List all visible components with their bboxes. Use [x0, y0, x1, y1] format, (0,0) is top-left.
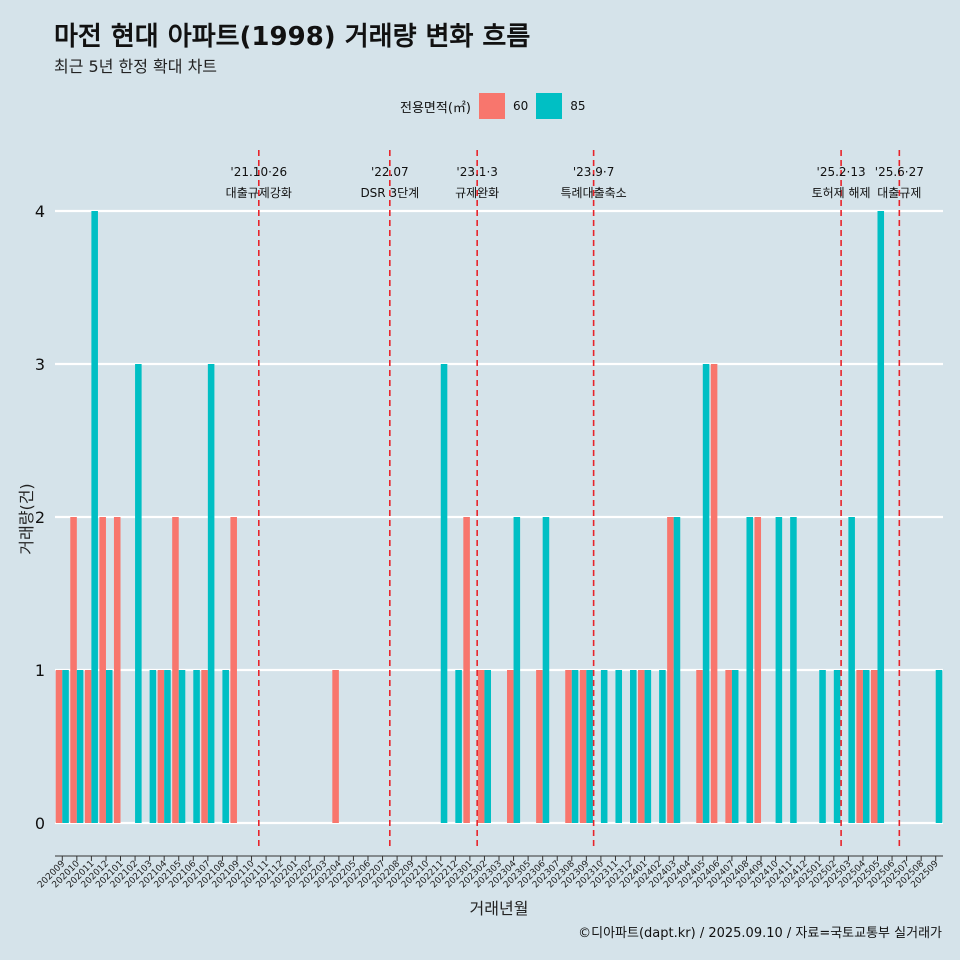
- bar-85: [91, 211, 98, 823]
- event-label: 토허제 해제: [812, 186, 871, 200]
- legend: 전용면적(㎡) 60 85: [400, 93, 594, 119]
- bar-85: [644, 670, 652, 823]
- bar-85: [877, 211, 885, 823]
- y-tick-label: 1: [35, 661, 45, 680]
- bar-60: [99, 517, 106, 823]
- y-axis-title: 거래량(건): [17, 483, 36, 554]
- event-date: '23.9·7: [573, 165, 614, 179]
- legend-label-85: 85: [570, 99, 586, 113]
- bar-85: [62, 670, 69, 823]
- bar-85: [746, 517, 754, 823]
- bar-60: [113, 517, 121, 823]
- event-label: 특례대출축소: [560, 186, 626, 200]
- bar-85: [484, 670, 491, 823]
- bar-85: [571, 670, 579, 823]
- y-tick-label: 4: [35, 202, 45, 221]
- bar-85: [76, 670, 84, 823]
- bar-60: [710, 364, 718, 823]
- chart-title: 마전 현대 아파트(1998) 거래량 변화 흐름: [54, 22, 531, 52]
- bar-85: [790, 517, 797, 823]
- y-tick-label: 3: [35, 355, 45, 374]
- bar-85: [702, 364, 710, 823]
- event-date: '25.6·27: [875, 165, 924, 179]
- bar-60: [157, 670, 165, 823]
- bar-60: [230, 517, 237, 823]
- event-label: DSR 3단계: [360, 186, 419, 200]
- bar-85: [586, 670, 593, 823]
- bar-60: [172, 517, 179, 823]
- bar-85: [848, 517, 855, 823]
- bar-85: [630, 670, 637, 823]
- bar-60: [55, 670, 63, 823]
- bar-85: [615, 670, 623, 823]
- bar-60: [201, 670, 208, 823]
- bar-60: [536, 670, 543, 823]
- x-axis-title: 거래년월: [470, 899, 529, 918]
- event-date: '25.2·13: [817, 165, 866, 179]
- bar-85: [775, 517, 783, 823]
- bar-60: [638, 670, 645, 823]
- legend-swatch-60: [478, 93, 505, 119]
- event-label: 대출규제: [877, 186, 921, 200]
- bar-85: [731, 670, 739, 823]
- bar-85: [862, 670, 870, 823]
- bar-85: [659, 670, 666, 823]
- event-date: '21.10·26: [230, 165, 287, 179]
- bar-60: [870, 670, 878, 823]
- bar-85: [222, 670, 229, 823]
- bar-85: [164, 670, 171, 823]
- bar-85: [542, 517, 550, 823]
- bar-60: [725, 670, 732, 823]
- bar-85: [207, 364, 215, 823]
- bar-60: [565, 670, 572, 823]
- event-label: 규제완화: [455, 186, 499, 200]
- legend-swatch-85: [536, 93, 563, 119]
- bar-60: [84, 670, 92, 823]
- bar-85: [193, 670, 200, 823]
- bar-85: [135, 364, 142, 823]
- bar-60: [463, 517, 470, 823]
- event-date: '22.07: [371, 165, 409, 179]
- bar-85: [149, 670, 157, 823]
- bar-60: [70, 517, 77, 823]
- bar-85: [178, 670, 186, 823]
- chart-subtitle: 최근 5년 한정 확대 차트: [54, 57, 218, 76]
- bar-85: [819, 670, 826, 823]
- y-tick-label: 0: [35, 814, 45, 833]
- bar-60: [667, 517, 674, 823]
- legend-title: 전용면적(㎡): [400, 100, 471, 116]
- bar-60: [856, 670, 863, 823]
- event-date: '23.1·3: [456, 165, 497, 179]
- bar-85: [833, 670, 841, 823]
- bar-60: [696, 670, 703, 823]
- y-tick-label: 2: [35, 508, 45, 527]
- bar-85: [105, 670, 113, 823]
- event-label: 대출규제강화: [226, 186, 292, 200]
- caption: ©디아파트(dapt.kr) / 2025.09.10 / 자료=국토교통부 실…: [578, 926, 942, 941]
- legend-label-60: 60: [512, 99, 529, 113]
- bar-85: [455, 670, 462, 823]
- bar-85: [513, 517, 521, 823]
- bar-60: [754, 517, 762, 823]
- bar-85: [440, 364, 448, 823]
- bar-60: [507, 670, 514, 823]
- bar-60: [332, 670, 339, 823]
- bar-85: [673, 517, 681, 823]
- bar-60: [477, 670, 485, 823]
- bar-85: [600, 670, 608, 823]
- bar-85: [935, 670, 943, 823]
- bar-60: [579, 670, 587, 823]
